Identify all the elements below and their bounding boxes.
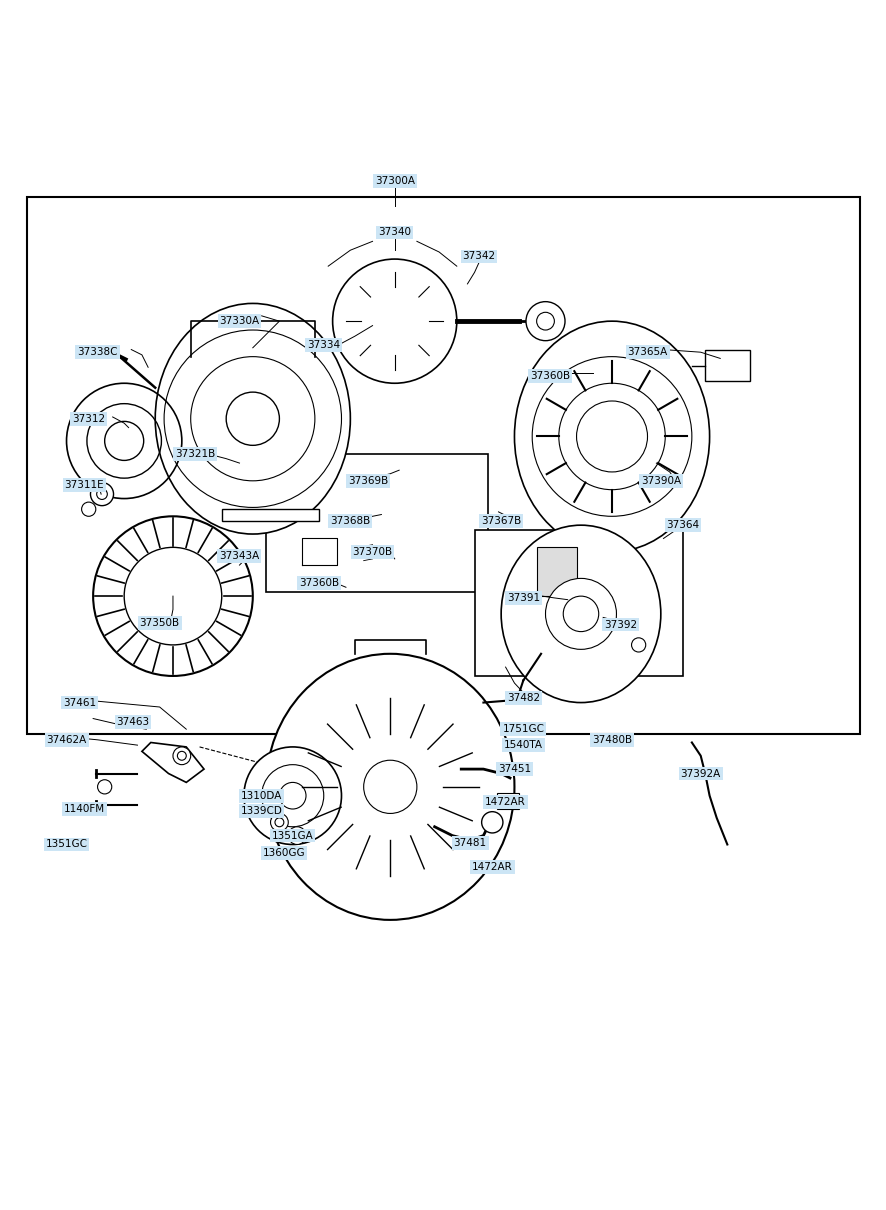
Text: 37462A: 37462A xyxy=(46,734,87,745)
Circle shape xyxy=(173,747,190,765)
Circle shape xyxy=(261,765,323,826)
Text: 37360B: 37360B xyxy=(299,578,339,588)
Circle shape xyxy=(97,779,112,794)
Text: 37480B: 37480B xyxy=(591,734,632,745)
Text: 37482: 37482 xyxy=(506,693,540,703)
Text: 37321B: 37321B xyxy=(175,449,215,460)
Circle shape xyxy=(563,597,598,632)
Ellipse shape xyxy=(501,525,660,703)
Circle shape xyxy=(279,783,306,809)
Text: 37300A: 37300A xyxy=(374,175,415,186)
Text: 1310DA: 1310DA xyxy=(241,790,282,801)
Ellipse shape xyxy=(514,321,709,552)
Circle shape xyxy=(177,751,186,760)
Text: 37369B: 37369B xyxy=(347,476,388,486)
Text: 37312: 37312 xyxy=(72,414,105,424)
Circle shape xyxy=(275,818,284,826)
Text: 1351GC: 1351GC xyxy=(45,840,88,849)
Text: 37343A: 37343A xyxy=(219,552,260,561)
Bar xyxy=(536,547,576,597)
Text: 37360B: 37360B xyxy=(529,371,570,381)
Text: 37481: 37481 xyxy=(453,837,486,848)
Text: 37311E: 37311E xyxy=(65,480,104,490)
Text: 37334: 37334 xyxy=(307,340,340,350)
Text: 37330A: 37330A xyxy=(219,316,260,327)
Text: 37350B: 37350B xyxy=(139,618,180,628)
Circle shape xyxy=(226,392,279,445)
Text: 1472AR: 1472AR xyxy=(471,862,512,871)
Ellipse shape xyxy=(266,653,514,920)
Text: 37392: 37392 xyxy=(603,620,637,629)
Polygon shape xyxy=(222,509,319,520)
Circle shape xyxy=(631,638,645,652)
Ellipse shape xyxy=(155,304,350,534)
Circle shape xyxy=(332,259,456,384)
Text: 37364: 37364 xyxy=(665,520,699,530)
Text: 37461: 37461 xyxy=(63,698,97,708)
Circle shape xyxy=(93,517,253,676)
Bar xyxy=(474,530,682,676)
Text: 1360GG: 1360GG xyxy=(262,848,305,858)
Text: 37392A: 37392A xyxy=(680,768,720,778)
Text: 37390A: 37390A xyxy=(640,476,680,486)
Text: 37391: 37391 xyxy=(506,593,540,603)
Text: 37365A: 37365A xyxy=(626,347,667,357)
Circle shape xyxy=(363,760,416,813)
Circle shape xyxy=(545,578,616,650)
Circle shape xyxy=(481,812,502,832)
Text: 37370B: 37370B xyxy=(352,547,392,557)
Polygon shape xyxy=(142,743,204,783)
Circle shape xyxy=(90,483,113,506)
Circle shape xyxy=(82,502,96,517)
Circle shape xyxy=(105,421,144,461)
Text: 1351GA: 1351GA xyxy=(271,830,314,841)
Bar xyxy=(266,454,487,592)
Text: 37368B: 37368B xyxy=(330,515,370,525)
Text: 1339CD: 1339CD xyxy=(240,806,283,816)
Text: 37342: 37342 xyxy=(462,252,495,261)
Circle shape xyxy=(270,813,288,831)
Text: 1140FM: 1140FM xyxy=(64,803,105,814)
Circle shape xyxy=(576,401,647,472)
Circle shape xyxy=(244,747,341,845)
Text: 37451: 37451 xyxy=(497,764,531,774)
Bar xyxy=(704,350,749,381)
Text: 1472AR: 1472AR xyxy=(485,797,525,807)
Circle shape xyxy=(97,489,107,500)
Text: 37338C: 37338C xyxy=(77,347,118,357)
Text: 37340: 37340 xyxy=(377,227,411,237)
Circle shape xyxy=(292,831,301,840)
Text: 37367B: 37367B xyxy=(480,515,521,525)
Circle shape xyxy=(525,301,564,341)
Circle shape xyxy=(536,312,554,330)
Bar xyxy=(496,793,518,809)
Circle shape xyxy=(288,826,306,845)
Text: 1751GC: 1751GC xyxy=(501,724,544,734)
Bar xyxy=(27,197,859,733)
Text: 37463: 37463 xyxy=(116,718,150,727)
Circle shape xyxy=(124,547,222,645)
Text: 1540TA: 1540TA xyxy=(503,741,542,750)
